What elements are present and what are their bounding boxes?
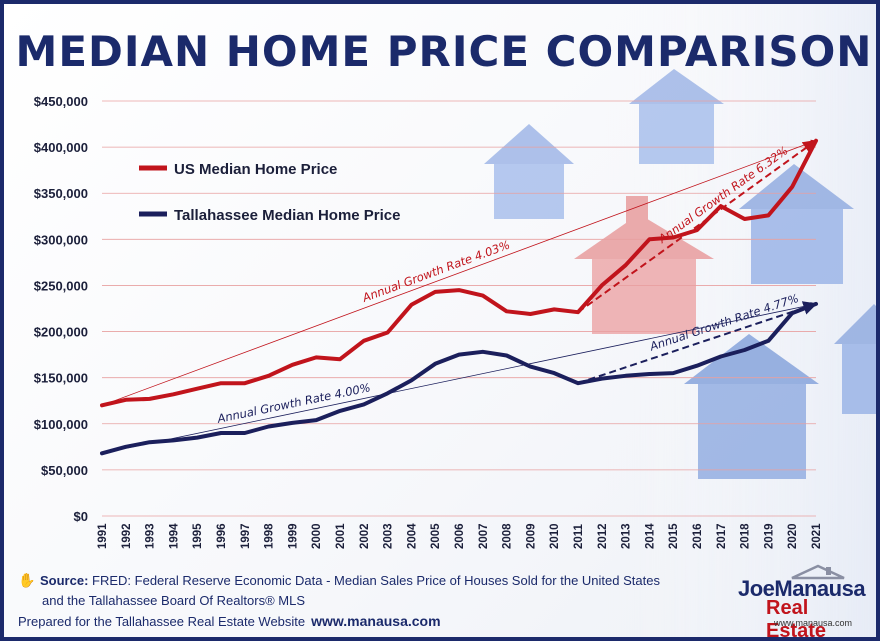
x-tick-label: 2001 [335, 523, 347, 549]
logo-house-icon [791, 564, 845, 580]
y-tick-label: $300,000 [34, 232, 88, 247]
house-icon [739, 164, 854, 284]
x-tick-label: 2017 [716, 523, 728, 549]
x-tick-label: 2005 [430, 523, 442, 549]
series-line [100, 301, 818, 456]
legend: US Median Home Price Tallahassee Median … [139, 161, 401, 224]
x-tick-label: 2008 [502, 523, 514, 549]
x-tick-label: 2012 [597, 523, 609, 549]
legend-label-tallahassee: Tallahassee Median Home Price [174, 207, 401, 224]
house-icon [834, 304, 876, 414]
x-tick-label: 2004 [406, 523, 418, 549]
logo-subtitle: Real Estate [766, 597, 827, 641]
house-icon [684, 334, 819, 479]
x-axis-ticks: 1991 1992 1993 1994 1995 1996 1997 1998 1999 2000… [97, 523, 823, 549]
source-label: Source: [40, 573, 89, 588]
trend-line [101, 139, 817, 406]
y-tick-label: $200,000 [34, 325, 88, 340]
trend-line [101, 302, 817, 454]
logo-name: JoeManausa [738, 576, 866, 601]
x-tick-label: 2021 [811, 523, 823, 549]
x-tick-label: 2018 [740, 523, 752, 549]
legend-label-us: US Median Home Price [174, 161, 337, 178]
x-tick-label: 1992 [121, 523, 133, 549]
source-line-1: FRED: Federal Reserve Economic Data - Me… [92, 573, 660, 588]
y-axis-ticks: $0 $50,000 $100,000 $150,000 $200,000 $250,00… [34, 94, 88, 524]
x-tick-label: 1996 [216, 523, 228, 549]
y-tick-label: $350,000 [34, 186, 88, 201]
x-tick-label: 2006 [454, 523, 466, 549]
y-tick-label: $400,000 [34, 140, 88, 155]
x-tick-label: 1994 [168, 523, 180, 549]
x-tick-label: 1999 [287, 523, 299, 549]
x-tick-label: 1993 [145, 523, 157, 549]
y-tick-label: $0 [74, 509, 88, 524]
grid [102, 100, 816, 517]
trend-lines [101, 139, 818, 454]
annotation-us-long-growth: Annual Growth Rate 4.03% [360, 238, 512, 306]
x-tick-label: 2014 [644, 523, 656, 549]
hand-icon: ✋ [18, 572, 36, 588]
house-icon [629, 69, 724, 164]
house-icon [484, 124, 574, 219]
y-tick-label: $100,000 [34, 417, 88, 432]
x-tick-label: 2010 [549, 523, 561, 549]
background-houses-illustration [484, 4, 876, 637]
x-tick-label: 1991 [97, 523, 109, 549]
chart-title: MEDIAN HOME PRICE COMPARISON [16, 27, 873, 76]
website-link[interactable]: www.manausa.com [311, 613, 441, 629]
x-tick-label: 2003 [383, 523, 395, 549]
x-tick-label: 2013 [621, 523, 633, 549]
trend-line [577, 139, 818, 314]
x-tick-label: 1997 [240, 523, 252, 549]
x-tick-label: 2011 [573, 523, 585, 549]
x-tick-label: 1998 [264, 523, 276, 549]
x-tick-label: 2015 [668, 523, 680, 549]
series-lines [100, 138, 818, 456]
y-tick-label: $250,000 [34, 278, 88, 293]
series-line [100, 138, 818, 408]
x-tick-label: 2009 [525, 523, 537, 549]
joe-manausa-logo: JoeManausa Real Estate www.manausa.com [730, 564, 870, 637]
logo-url: www.manausa.com [774, 618, 853, 628]
x-tick-label: 2002 [359, 523, 371, 549]
house-icon [574, 196, 714, 334]
trend-line [577, 301, 818, 385]
prepared-for-text: Prepared for the Tallahassee Real Estate… [18, 614, 306, 629]
source-notes: ✋ Source: FRED: Federal Reserve Economic … [18, 570, 718, 632]
y-tick-label: $50,000 [41, 463, 88, 478]
chart-svg: MEDIAN HOME PRICE COMPARISON $0 $50,000 $1… [16, 4, 876, 637]
x-tick-label: 1995 [192, 523, 204, 549]
x-tick-label: 2000 [311, 523, 323, 549]
x-tick-label: 2020 [787, 523, 799, 549]
x-tick-label: 2016 [692, 523, 704, 549]
annotation-tallahassee-long-growth: Annual Growth Rate 4.00% [215, 380, 372, 426]
x-tick-label: 2019 [763, 523, 775, 549]
y-tick-label: $450,000 [34, 94, 88, 109]
source-line-2: and the Tallahassee Board Of Realtors® M… [42, 593, 305, 608]
x-tick-label: 2007 [478, 523, 490, 549]
y-tick-label: $150,000 [34, 371, 88, 386]
